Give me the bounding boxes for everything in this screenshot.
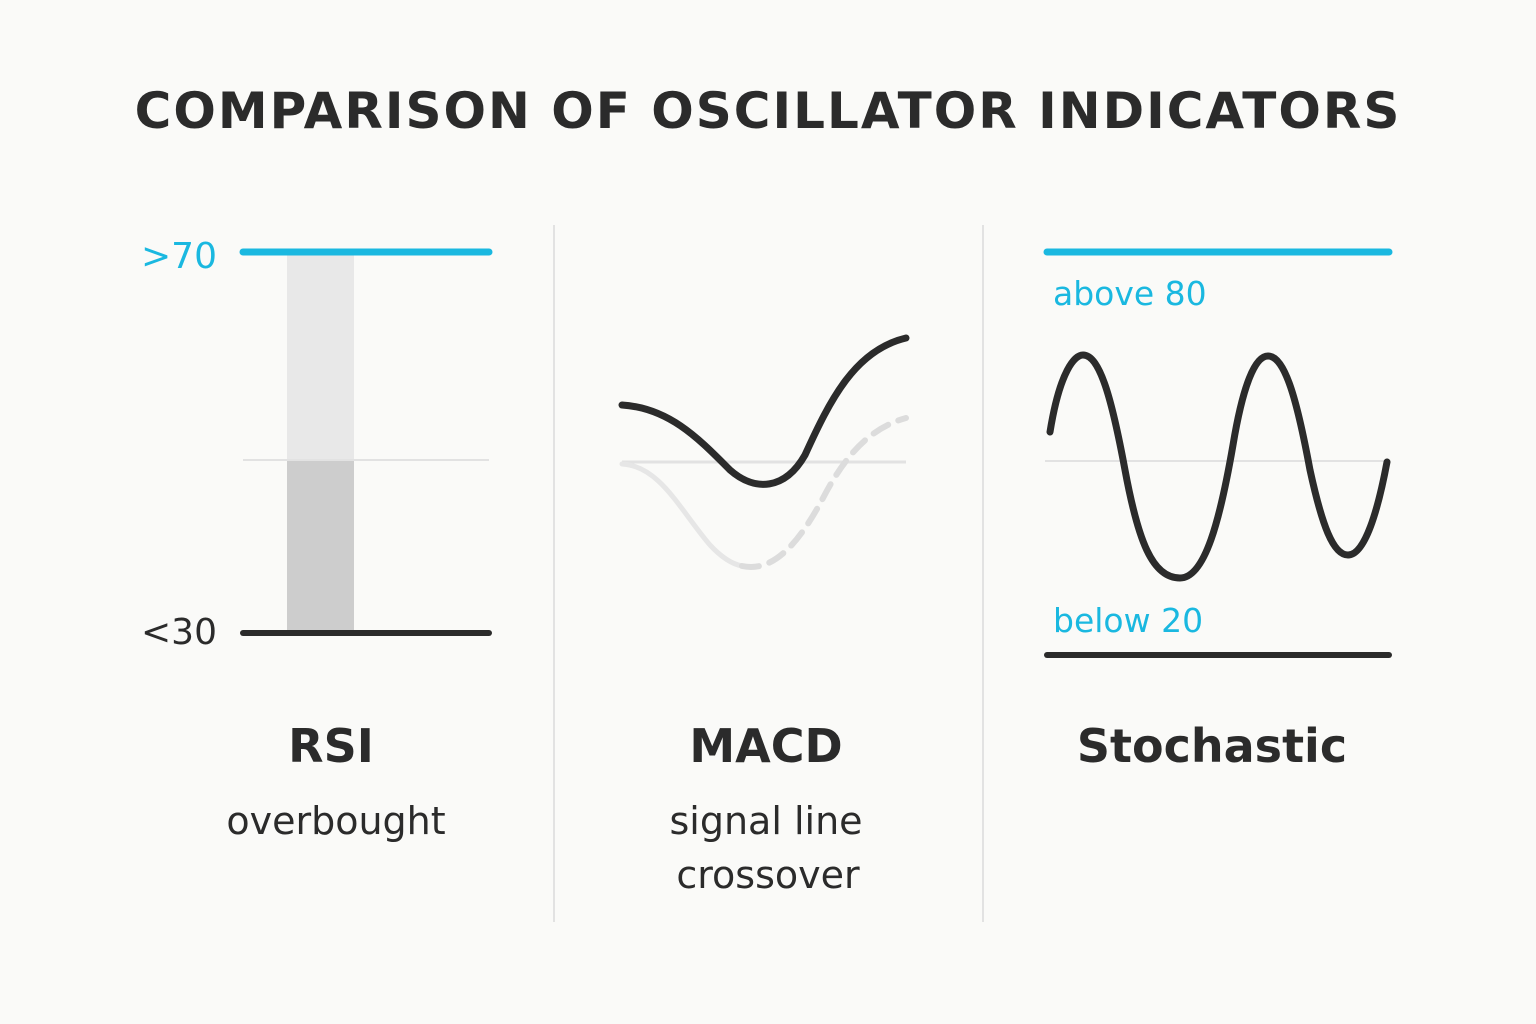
- macd-subtitle-line1: signal line: [669, 799, 862, 843]
- stochastic-wave: [1046, 351, 1391, 582]
- macd-signal-line-solid: [619, 461, 745, 569]
- rsi-oversold-label: <30: [141, 612, 217, 653]
- stochastic-panel: above 80 below 20 Stochastic: [1043, 248, 1393, 773]
- macd-main-line: [618, 334, 910, 488]
- macd-signal-line-dashed: [739, 415, 909, 570]
- rsi-overbought-label: >70: [141, 236, 217, 277]
- macd-panel: MACD signal line crossover: [618, 334, 910, 897]
- stochastic-title: Stochastic: [1077, 719, 1347, 773]
- rsi-title: RSI: [288, 719, 374, 773]
- macd-title: MACD: [689, 719, 842, 773]
- rsi-bar-lower: [287, 460, 354, 632]
- rsi-subtitle: overbought: [226, 799, 445, 843]
- stochastic-upper-label: above 80: [1053, 274, 1207, 313]
- rsi-panel: >70 <30 RSI overbought: [141, 236, 493, 843]
- stochastic-lower-label: below 20: [1053, 601, 1203, 640]
- macd-subtitle-line2: crossover: [676, 853, 860, 897]
- rsi-bar-upper: [287, 253, 354, 460]
- page-title: COMPARISON OF OSCILLATOR INDICATORS: [134, 82, 1402, 140]
